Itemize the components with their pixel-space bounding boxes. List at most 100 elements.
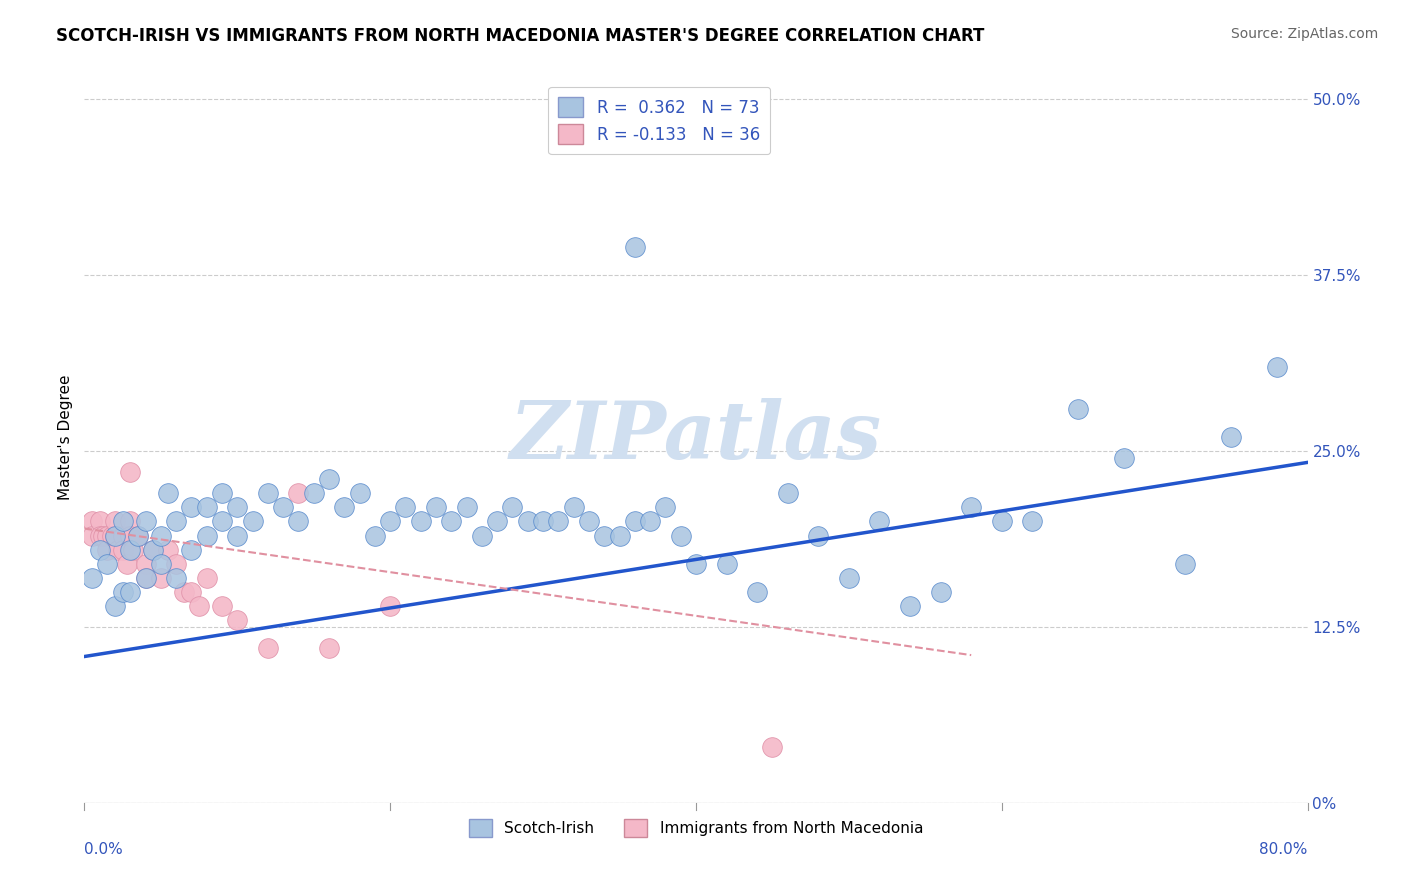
Point [502, 500, 524, 515]
Point [1220, 430, 1243, 444]
Point [211, 486, 233, 500]
Point [188, 599, 211, 613]
Point [135, 557, 157, 571]
Point [562, 500, 585, 515]
Point [929, 584, 952, 599]
Point [111, 584, 134, 599]
Point [142, 542, 165, 557]
Point [104, 599, 127, 613]
Point [111, 542, 134, 557]
Point [195, 528, 218, 542]
Point [349, 486, 371, 500]
Point [142, 542, 165, 557]
Point [318, 472, 340, 486]
Point [226, 528, 249, 542]
Point [807, 528, 830, 542]
Point [96, 528, 118, 542]
Point [180, 542, 202, 557]
Point [122, 542, 145, 557]
Point [80, 515, 103, 529]
Point [380, 515, 402, 529]
Point [111, 528, 134, 542]
Point [149, 528, 172, 542]
Point [761, 739, 783, 754]
Point [669, 528, 692, 542]
Point [1265, 359, 1288, 374]
Point [516, 515, 538, 529]
Point [593, 528, 616, 542]
Point [120, 542, 142, 557]
Point [226, 613, 249, 627]
Point [486, 515, 509, 529]
Legend: Scotch-Irish, Immigrants from North Macedonia: Scotch-Irish, Immigrants from North Mace… [460, 809, 932, 847]
Point [180, 584, 202, 599]
Point [302, 486, 325, 500]
Point [394, 500, 416, 515]
Point [609, 528, 631, 542]
Point [120, 528, 142, 542]
Point [287, 515, 309, 529]
Point [257, 641, 280, 656]
Point [1021, 515, 1043, 529]
Point [111, 515, 134, 529]
Point [127, 528, 149, 542]
Point [96, 557, 118, 571]
Point [107, 542, 129, 557]
Point [120, 465, 142, 479]
Point [869, 515, 891, 529]
Point [211, 515, 233, 529]
Point [89, 515, 111, 529]
Point [287, 486, 309, 500]
Point [456, 500, 478, 515]
Point [173, 584, 195, 599]
Point [898, 599, 921, 613]
Point [120, 515, 142, 529]
Point [135, 571, 157, 585]
Point [685, 557, 707, 571]
Point [211, 599, 233, 613]
Point [157, 486, 180, 500]
Point [960, 500, 983, 515]
Point [96, 542, 118, 557]
Point [104, 528, 127, 542]
Point [91, 528, 114, 542]
Point [1067, 401, 1090, 416]
Point [80, 528, 103, 542]
Point [165, 571, 187, 585]
Point [547, 515, 569, 529]
Point [440, 515, 463, 529]
Point [149, 571, 172, 585]
Point [364, 528, 387, 542]
Text: 0.0%: 0.0% [84, 842, 124, 857]
Point [165, 515, 187, 529]
Point [80, 571, 103, 585]
Point [195, 500, 218, 515]
Point [1174, 557, 1197, 571]
Point [104, 528, 127, 542]
Point [776, 486, 799, 500]
Point [226, 500, 249, 515]
Point [127, 528, 149, 542]
Point [471, 528, 494, 542]
Text: 80.0%: 80.0% [1260, 842, 1308, 857]
Text: Source: ZipAtlas.com: Source: ZipAtlas.com [1230, 27, 1378, 41]
Point [180, 500, 202, 515]
Point [135, 515, 157, 529]
Point [195, 571, 218, 585]
Point [716, 557, 738, 571]
Point [578, 515, 600, 529]
Point [531, 515, 554, 529]
Point [838, 571, 860, 585]
Point [425, 500, 447, 515]
Text: SCOTCH-IRISH VS IMMIGRANTS FROM NORTH MACEDONIA MASTER'S DEGREE CORRELATION CHAR: SCOTCH-IRISH VS IMMIGRANTS FROM NORTH MA… [56, 27, 984, 45]
Point [242, 515, 264, 529]
Point [149, 557, 172, 571]
Point [101, 528, 124, 542]
Point [115, 557, 138, 571]
Point [380, 599, 402, 613]
Text: ZIPatlas: ZIPatlas [510, 399, 882, 475]
Point [271, 500, 294, 515]
Point [318, 641, 340, 656]
Point [747, 584, 769, 599]
Point [333, 500, 356, 515]
